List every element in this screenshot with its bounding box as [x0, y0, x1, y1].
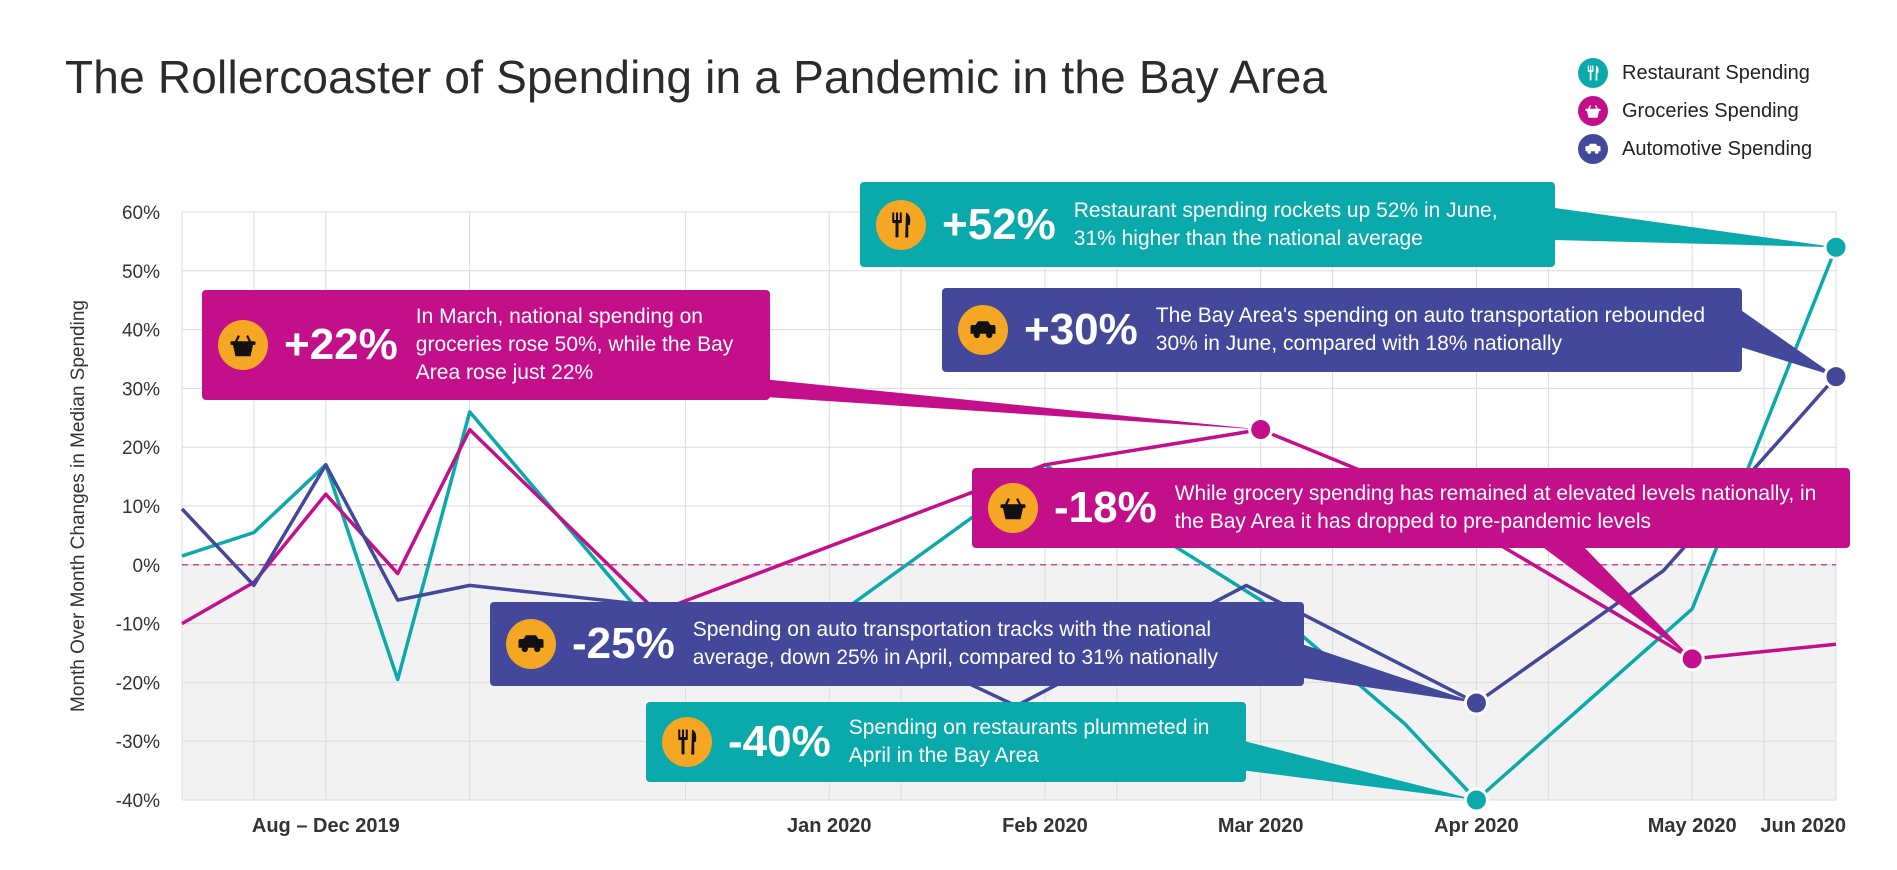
annotation-value: +22%: [284, 320, 398, 369]
annotation-auto-june: +30% The Bay Area's spending on auto tra…: [942, 288, 1742, 372]
annotation-value: +52%: [942, 199, 1056, 249]
highlight-point-automotive: [1823, 364, 1849, 390]
x-tick-label: Jan 2020: [787, 815, 872, 837]
x-tick-label: May 2020: [1648, 815, 1737, 837]
y-tick-label: 50%: [122, 262, 160, 283]
annotation-text: Restaurant spending rockets up 52% in Ju…: [1073, 198, 1498, 250]
annotation-text: Spending on auto transportation tracks w…: [692, 618, 1219, 669]
x-tick-label: Mar 2020: [1218, 815, 1304, 837]
basket-icon: [218, 320, 268, 370]
callout-pointer: [720, 378, 1261, 430]
legend-label: Restaurant Spending: [1622, 61, 1810, 84]
highlight-point-groceries: [1248, 417, 1274, 443]
callout-pointer: [1540, 545, 1693, 659]
annotation-restaurant-april: -40% Spending on restaurants plummeted i…: [646, 702, 1246, 782]
highlight-point-restaurant: [1823, 234, 1849, 260]
y-tick-label: -40%: [116, 791, 160, 812]
callout-pointer: [1555, 208, 1836, 248]
fork-knife-icon: [1578, 58, 1608, 88]
annotation-groceries-may: -18% While grocery spending has remained…: [972, 468, 1850, 548]
annotation-text: Spending on restaurants plummeted in Apr…: [848, 716, 1210, 767]
y-tick-label: 40%: [122, 321, 160, 342]
annotation-restaurant-june: +52% Restaurant spending rockets up 52% …: [860, 182, 1555, 267]
x-tick-label: Feb 2020: [1002, 815, 1088, 837]
annotation-groceries-march: +22% In March, national spending on groc…: [202, 290, 770, 400]
car-icon: [506, 619, 556, 669]
annotation-text: In March, national spending on groceries…: [415, 305, 734, 384]
y-tick-label: -30%: [116, 732, 160, 753]
annotation-text: The Bay Area's spending on auto transpor…: [1155, 304, 1705, 355]
callout-pointer: [1240, 740, 1477, 800]
x-tick-label: Aug – Dec 2019: [252, 815, 400, 837]
fork-knife-icon: [876, 199, 926, 250]
callout-pointer: [1290, 640, 1477, 703]
y-tick-label: -20%: [116, 673, 160, 694]
y-axis-title: Month Over Month Changes in Median Spend…: [68, 300, 89, 712]
legend-item-restaurant[interactable]: Restaurant Spending: [1578, 54, 1878, 92]
x-tick-label: Jun 2020: [1760, 815, 1846, 837]
legend-item-groceries[interactable]: Groceries Spending: [1578, 92, 1878, 130]
car-icon: [1578, 134, 1608, 164]
annotation-value: +30%: [1024, 305, 1138, 354]
chart-title: The Rollercoaster of Spending in a Pande…: [65, 51, 1328, 103]
axes: 60% 50% 40% 30% 20% 10% 0% -10% -20% -30% -40% Aug …: [68, 203, 1846, 837]
legend-label: Automotive Spending: [1622, 137, 1813, 160]
highlight-point-restaurant: [1463, 787, 1489, 813]
car-icon: [958, 305, 1008, 355]
basket-icon: [1578, 96, 1608, 126]
y-tick-label: 20%: [122, 438, 160, 459]
y-tick-label: 60%: [122, 203, 160, 224]
highlight-point-groceries: [1679, 646, 1705, 672]
legend-label: Groceries Spending: [1622, 99, 1799, 122]
basket-icon: [988, 483, 1038, 533]
y-tick-label: 30%: [122, 379, 160, 400]
y-tick-label: -10%: [116, 615, 160, 636]
y-tick-label: 10%: [122, 497, 160, 518]
x-tick-label: Apr 2020: [1434, 815, 1519, 837]
annotation-auto-april: -25% Spending on auto transportation tra…: [490, 602, 1304, 686]
annotation-value: -40%: [728, 717, 831, 766]
highlight-point-automotive: [1463, 690, 1489, 716]
annotation-value: -18%: [1054, 483, 1157, 532]
fork-knife-icon: [662, 717, 712, 767]
callout-pointer: [1718, 306, 1836, 377]
annotation-value: -25%: [572, 619, 675, 668]
annotation-text: While grocery spending has remained at e…: [1174, 482, 1817, 533]
callout-pointers: [720, 208, 1849, 813]
legend-item-automotive[interactable]: Automotive Spending: [1578, 130, 1878, 168]
legend: Restaurant Spending Groceries Spending A…: [1578, 54, 1878, 168]
y-tick-label: 0%: [133, 556, 161, 577]
